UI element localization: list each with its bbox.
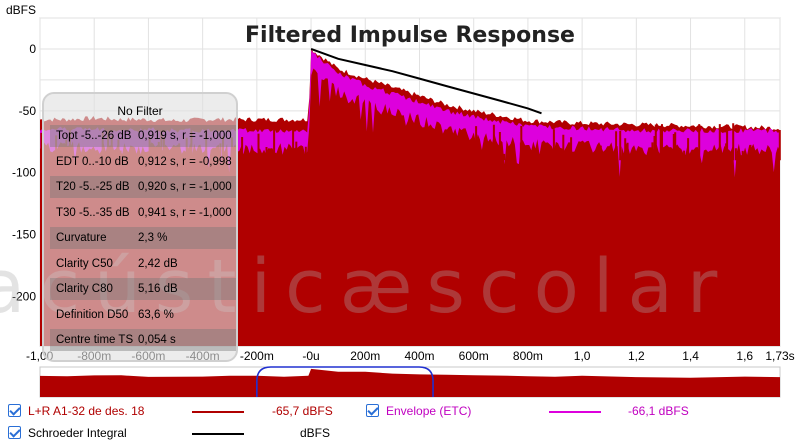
- overview-navigator[interactable]: [39, 366, 781, 398]
- param-value: 0,920 s, r = -1,000: [138, 181, 232, 193]
- legend-checkbox-2[interactable]: [8, 426, 21, 439]
- x-tick-label: -0u: [302, 349, 319, 363]
- x-tick-label: 1,6: [736, 349, 753, 363]
- legend-value-0: -65,7 dBFS: [272, 404, 333, 418]
- param-name: EDT 0..-10 dB: [56, 155, 129, 168]
- param-value: 5,16 dB: [138, 283, 178, 295]
- param-name: Clarity C50: [56, 257, 113, 270]
- param-value: 0,912 s, r = -0,998: [138, 155, 232, 168]
- param-row: T20 -5..-25 dB 0,920 s, r = -1,000: [50, 176, 236, 198]
- y-tick-label: -150: [12, 228, 36, 242]
- param-value: 63,6 %: [138, 308, 174, 321]
- legend-swatch-2: [192, 433, 244, 435]
- x-tick-label: 600m: [459, 349, 489, 363]
- panel-header: No Filter: [117, 104, 163, 118]
- parameters-panel: No Filter Topt -5..-26 dB 0,919 s, r = -1…: [42, 92, 238, 362]
- param-name: Definition D50: [56, 308, 129, 321]
- x-tick-label: 1,73s: [765, 349, 794, 363]
- param-name: Clarity C80: [56, 283, 113, 295]
- param-value: 0,054 s: [138, 334, 176, 346]
- x-tick-label: 1,0: [574, 349, 591, 363]
- x-tick-label: 1,2: [628, 349, 645, 363]
- param-row: Centre time TS 0,054 s: [50, 329, 236, 351]
- legend-checkbox-0[interactable]: [8, 404, 21, 417]
- param-row: EDT 0..-10 dB 0,912 s, r = -0,998: [50, 151, 236, 173]
- legend-label-1: Envelope (ETC): [386, 404, 472, 418]
- x-tick-label: 800m: [513, 349, 543, 363]
- legend-swatch-0: [192, 411, 244, 413]
- legend-value-1: -66,1 dBFS: [628, 404, 689, 418]
- legend: L+R A1-32 de des. 18 -65,7 dBFS Envelope…: [0, 402, 800, 442]
- overview-area: [40, 368, 780, 397]
- param-name: Topt -5..-26 dB: [56, 130, 132, 142]
- y-tick-label: 0: [29, 42, 36, 56]
- param-row: T30 -5..-35 dB 0,941 s, r = -1,000: [50, 202, 236, 224]
- schroeder-line: [310, 47, 542, 115]
- legend-label-0: L+R A1-32 de des. 18: [28, 404, 145, 418]
- param-name: Curvature: [56, 232, 107, 244]
- x-tick-label: 1,4: [682, 349, 699, 363]
- y-tick-label: -200: [12, 289, 36, 303]
- param-value: 0,919 s, r = -1,000: [138, 130, 232, 142]
- y-tick-label: -50: [19, 104, 37, 118]
- param-name: T30 -5..-35 dB: [56, 206, 130, 219]
- param-value: 0,941 s, r = -1,000: [138, 206, 232, 219]
- x-tick-label: 200m: [350, 349, 380, 363]
- param-name: T20 -5..-25 dB: [56, 181, 130, 193]
- param-row: Clarity C80 5,16 dB: [50, 278, 236, 300]
- param-name: Centre time TS: [56, 334, 134, 346]
- param-value: 2,42 dB: [138, 257, 178, 270]
- x-tick-label: -200m: [240, 349, 274, 363]
- param-row: Definition D50 63,6 %: [50, 304, 236, 326]
- legend-value-2: dBFS: [300, 426, 331, 440]
- y-axis: 0 -50 -100 -150 -200: [12, 42, 36, 304]
- x-tick-label: 400m: [404, 349, 434, 363]
- param-row: Curvature 2,3 %: [50, 227, 236, 249]
- legend-label-2: Schroeder Integral: [28, 426, 127, 440]
- param-value: 2,3 %: [138, 232, 168, 244]
- param-row: Topt -5..-26 dB 0,919 s, r = -1,000: [50, 125, 236, 147]
- chart-title: Filtered Impulse Response: [245, 23, 575, 48]
- legend-swatch-1: [549, 411, 601, 413]
- y-axis-label: dBFS: [6, 3, 36, 17]
- overview-view-window[interactable]: [256, 366, 434, 397]
- param-row: Clarity C50 2,42 dB: [50, 253, 236, 275]
- y-tick-label: -100: [12, 166, 36, 180]
- legend-checkbox-1[interactable]: [366, 404, 379, 417]
